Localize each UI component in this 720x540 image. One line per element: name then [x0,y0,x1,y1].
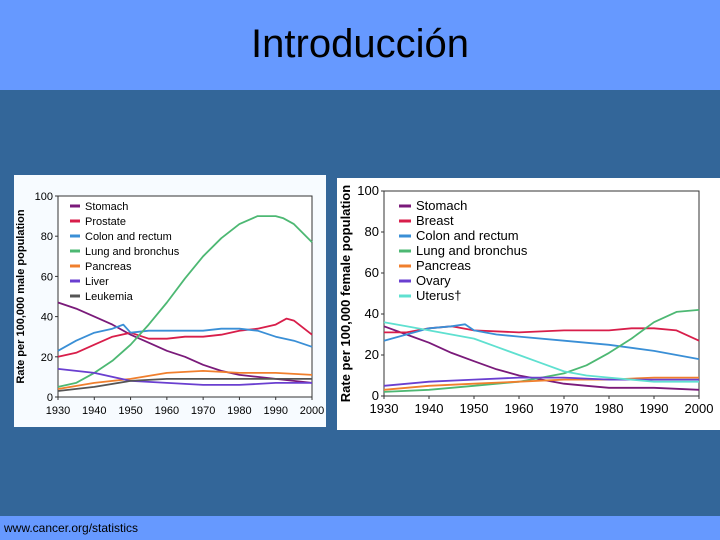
title-bar: Introducción [0,0,720,90]
y-tick-label: 100 [357,183,379,198]
x-tick-label: 1950 [118,405,142,417]
y-tick-label: 0 [47,392,53,404]
x-tick-label: 2000 [685,401,714,416]
y-axis-label: Rate per 100,000 male population [15,209,27,384]
y-tick-label: 20 [365,347,379,362]
series-line [57,317,313,358]
x-tick-label: 2000 [300,405,324,417]
legend-label: Liver [85,276,109,288]
legend-label: Pancreas [85,261,132,273]
series-line [57,215,313,388]
x-tick-label: 1940 [82,405,106,417]
y-tick-label: 80 [41,231,53,243]
series-line [383,325,700,391]
y-tick-label: 40 [41,312,53,324]
slide-title: Introducción [251,22,469,66]
male-line-chart: 0 20 40 60 80 100 1930 1940 1950 1960 1970 1980 1990… [15,191,324,417]
x-tick-label: 1970 [550,401,579,416]
legend-label: Uterus† [416,288,462,303]
series-line [383,321,699,383]
legend-label: Stomach [85,201,128,213]
series-line [57,368,312,386]
x-tick-label: 1950 [460,401,489,416]
legend-label: Ovary [416,273,451,288]
legend-label: Stomach [416,198,467,213]
series-line [57,323,313,352]
y-tick-label: 60 [41,271,53,283]
y-tick-label: 0 [372,388,379,403]
x-tick-label: 1990 [263,405,287,417]
source-label: www.cancer.org/statistics [4,521,139,535]
x-tick-label: 1930 [46,405,70,417]
series-line [383,376,699,391]
x-tick-label: 1970 [191,405,215,417]
legend-label: Breast [416,213,454,228]
series-line [383,309,700,393]
y-tick-label: 40 [365,306,379,321]
y-axis-label: Rate per 100,000 female population [338,185,353,403]
x-tick-label: 1980 [595,401,624,416]
series-line [57,369,313,390]
footer-bar: www.cancer.org/statistics [0,516,720,540]
plot-area [57,195,313,398]
x-tick-label: 1960 [155,405,179,417]
female-line-chart: 0 20 40 60 80 100 1930 1940 1950 1960 1970 1980 1990… [338,183,714,416]
y-tick-label: 100 [35,191,53,203]
series-line [57,377,312,392]
legend-label: Prostate [85,216,126,228]
legend-label: Colon and rectum [416,228,519,243]
x-tick-label: 1930 [370,401,399,416]
y-tick-label: 80 [365,224,379,239]
legend-label: Pancreas [416,258,471,273]
x-tick-label: 1980 [227,405,251,417]
legend-label: Lung and bronchus [416,243,528,258]
y-tick-label: 60 [365,265,379,280]
plot-area [383,190,700,397]
female-chart-panel: 0 20 40 60 80 100 1930 1940 1950 1960 1970 1980 1990… [337,178,720,430]
legend-label: Lung and bronchus [85,246,180,258]
legend-label: Leukemia [85,291,134,303]
x-tick-label: 1990 [640,401,669,416]
y-tick-label: 20 [41,352,53,364]
series-line [383,376,699,387]
male-chart-panel: 0 20 40 60 80 100 1930 1940 1950 1960 1970 1980 1990… [14,175,326,427]
x-tick-label: 1960 [505,401,534,416]
x-tick-label: 1940 [415,401,444,416]
legend-label: Colon and rectum [85,231,172,243]
